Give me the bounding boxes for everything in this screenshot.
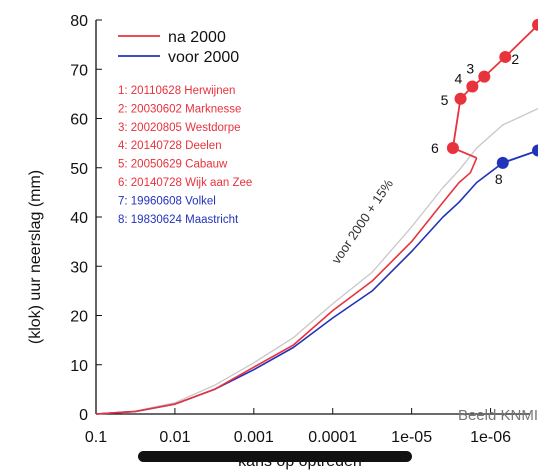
legend: na 2000 voor 2000 bbox=[118, 29, 239, 66]
event-list-item: 1: 20110628 Herwijnen bbox=[118, 85, 235, 97]
y-tick-label: 80 bbox=[70, 13, 88, 30]
event-marker-label: 5 bbox=[441, 92, 449, 108]
event-marker bbox=[446, 142, 459, 155]
image-credit: Beeld KNMI bbox=[458, 407, 538, 424]
event-marker-label: 6 bbox=[431, 140, 439, 156]
x-tick-label: 0.1 bbox=[85, 429, 107, 446]
event-marker-label: 4 bbox=[454, 70, 462, 86]
event-marker bbox=[532, 18, 538, 31]
x-tick-label: 1e-06 bbox=[470, 429, 511, 446]
series-line-na-2000 bbox=[95, 157, 478, 415]
x-tick-label: 0.001 bbox=[234, 429, 274, 446]
event-markers: 12345678 bbox=[431, 18, 538, 187]
x-tick-label: 0.01 bbox=[159, 429, 190, 446]
legend-label-na: na 2000 bbox=[168, 29, 226, 46]
series-line-voor-2000-15- bbox=[95, 108, 538, 415]
y-tick-label: 50 bbox=[70, 161, 88, 178]
media-scrub-bar[interactable] bbox=[138, 451, 412, 462]
event-marker-label: 2 bbox=[511, 51, 519, 67]
y-tick-label: 10 bbox=[70, 358, 88, 375]
event-list-item: 8: 19830624 Maastricht bbox=[118, 214, 239, 226]
event-connector bbox=[502, 149, 538, 164]
y-tick-label: 40 bbox=[70, 210, 88, 227]
y-tick-label: 20 bbox=[70, 309, 88, 326]
event-connector bbox=[451, 24, 538, 159]
event-marker bbox=[496, 156, 509, 169]
y-tick-label: 70 bbox=[70, 62, 88, 79]
series-group bbox=[95, 108, 538, 415]
voor-plus-annotation: voor 2000 + 15% bbox=[328, 176, 396, 267]
x-tick-label: 1e-05 bbox=[391, 429, 432, 446]
event-list-item: 6: 20140728 Wijk aan Zee bbox=[118, 177, 252, 189]
event-list-item: 2: 20030602 Marknesse bbox=[118, 103, 241, 115]
x-tick-label: 0.0001 bbox=[308, 429, 357, 446]
legend-label-voor: voor 2000 bbox=[168, 49, 239, 66]
event-marker bbox=[466, 80, 479, 93]
x-ticks: 0.1 0.01 0.001 0.0001 1e-05 1e-06 bbox=[85, 408, 511, 446]
event-marker bbox=[532, 144, 538, 157]
event-list-item: 7: 19960608 Volkel bbox=[118, 195, 216, 207]
event-list: 1: 20110628 Herwijnen 2: 20030602 Marknes… bbox=[118, 85, 252, 226]
event-list-item: 3: 20020805 Westdorpe bbox=[118, 122, 241, 134]
y-ticks: 0 10 20 30 40 50 60 70 80 bbox=[70, 13, 102, 424]
event-marker bbox=[478, 70, 491, 83]
event-marker bbox=[499, 50, 512, 63]
y-tick-label: 0 bbox=[79, 407, 88, 424]
event-list-item: 5: 20050629 Cabauw bbox=[118, 159, 228, 171]
y-tick-label: 60 bbox=[70, 112, 88, 129]
event-marker bbox=[454, 92, 467, 105]
event-list-item: 4: 20140728 Deelen bbox=[118, 140, 222, 152]
y-tick-label: 30 bbox=[70, 259, 88, 276]
y-axis-title: (klok) uur neerslag (mm) bbox=[27, 170, 44, 344]
event-marker-label: 8 bbox=[495, 171, 503, 187]
event-marker-label: 3 bbox=[466, 61, 474, 77]
